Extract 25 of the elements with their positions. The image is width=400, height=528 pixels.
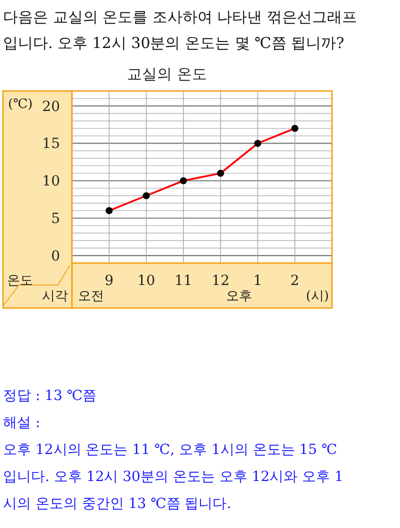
x-axis-title: (시) <box>306 289 329 304</box>
x-tick-label: 11 <box>174 272 192 289</box>
x-tick-label: 1 <box>253 272 262 289</box>
y-tick-label: 5 <box>51 211 60 228</box>
text: 정답 : 13 ℃쯤 <box>3 388 97 404</box>
text: 온도 <box>7 274 33 289</box>
text: 입니다. 오후 12시 30분의 온도는 오후 12시와 오후 1 <box>3 469 344 485</box>
x-tick-label: 9 <box>104 272 114 289</box>
x-tick-label: 10 <box>137 272 156 289</box>
y-tick-label: 0 <box>51 248 60 264</box>
text: 해설 : <box>3 415 40 431</box>
x-tick-label: 2 <box>290 272 300 289</box>
y-axis-title: (℃) <box>8 97 33 112</box>
y-tick-label: 15 <box>42 136 60 152</box>
text: 시각 <box>42 289 68 304</box>
text: 입니다. 오후 12시 30분의 온도는 몇 ℃쯤 됩니까? <box>3 34 344 52</box>
text: 시의 온도의 중간인 13 ℃쯤 됩니다. <box>3 496 232 512</box>
text: 오후 <box>226 289 252 304</box>
y-tick-label: 20 <box>42 98 60 115</box>
chart-title: 교실의 온도 <box>127 65 207 83</box>
text: 오후 12시의 온도는 11 ℃, 오후 1시의 온도는 15 ℃ <box>3 442 338 458</box>
x-tick-label: 12 <box>212 272 230 289</box>
text: 오전 <box>78 289 104 304</box>
y-tick-label: 10 <box>42 174 60 190</box>
text: 다음은 교실의 온도를 조사하여 나타낸 꺾은선그래프 <box>3 8 357 26</box>
